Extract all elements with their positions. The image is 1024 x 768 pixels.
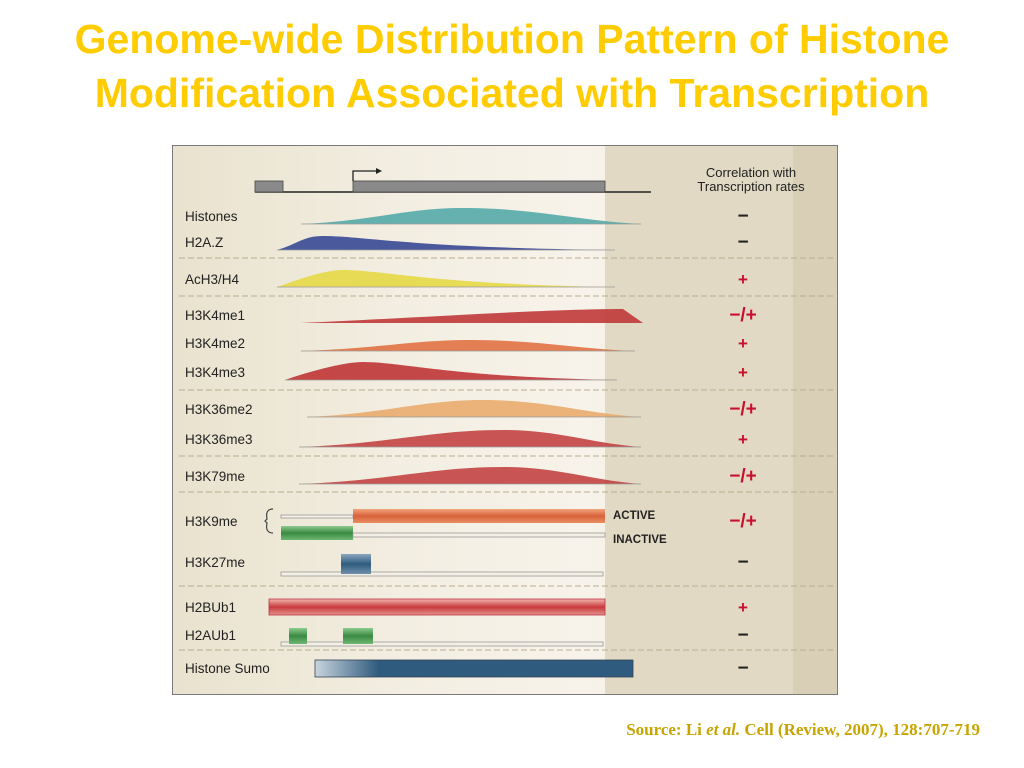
title-line-2: Modification Associated with Transcripti… bbox=[94, 70, 930, 116]
profile-h2bub1 bbox=[268, 598, 606, 616]
gene-model bbox=[254, 168, 651, 193]
h3k9me-active-line bbox=[280, 514, 354, 519]
profile-line-h3k27me bbox=[280, 571, 604, 577]
row-label-h3k4me1: H3K4me1 bbox=[185, 308, 245, 323]
correlation-h3k36me2: −/+ bbox=[729, 399, 756, 420]
row-label-histones: Histones bbox=[185, 209, 238, 224]
row-label-h3k4me3: H3K4me3 bbox=[185, 365, 245, 380]
correlation-ach3-h4: + bbox=[738, 270, 748, 289]
modification-rows: Histones − H2A.Z − AcH3/H4 + H3K4me1 −/+ H3K4me2… bbox=[185, 206, 757, 679]
correlation-header-line1: Correlation with bbox=[706, 165, 796, 180]
correlation-h3k79me: −/+ bbox=[729, 466, 756, 487]
profile-block-1-h2aub1 bbox=[289, 628, 307, 644]
correlation-h2aub1: − bbox=[737, 625, 748, 646]
profile-block-2-h2aub1 bbox=[343, 628, 373, 644]
row-label-h3k27me: H3K27me bbox=[185, 555, 245, 570]
profile-line-h2aub1 bbox=[280, 641, 604, 647]
correlation-h3k9me: −/+ bbox=[729, 511, 756, 532]
profile-h3k36me2 bbox=[307, 400, 641, 417]
row-label-h2aub1: H2AUb1 bbox=[185, 628, 236, 643]
h3k9me-active-bar bbox=[353, 509, 605, 523]
row-label-h3k36me3: H3K36me3 bbox=[185, 432, 253, 447]
profile-ach3-h4 bbox=[277, 270, 615, 287]
profile-histones bbox=[301, 208, 641, 224]
profile-histone-sumo bbox=[314, 659, 634, 678]
source-rest: Cell (Review, 2007), 128:707-719 bbox=[740, 720, 980, 739]
histone-figure: Correlation with Transcription rates His… bbox=[172, 145, 838, 695]
profile-h3k4me1 bbox=[301, 309, 643, 323]
bracket-h3k9me bbox=[264, 508, 274, 534]
profile-h2a-z bbox=[277, 236, 615, 250]
row-label-h3k9me: H3K9me bbox=[185, 514, 238, 529]
correlation-header-line2: Transcription rates bbox=[697, 179, 805, 194]
row-label-histone-sumo: Histone Sumo bbox=[185, 661, 270, 676]
state-label-inactive: INACTIVE bbox=[613, 534, 667, 546]
source-citation: Source: Li et al. Cell (Review, 2007), 1… bbox=[626, 720, 980, 740]
correlation-h3k4me2: + bbox=[738, 334, 748, 353]
correlation-histone-sumo: − bbox=[737, 658, 748, 679]
correlation-h3k36me3: + bbox=[738, 430, 748, 449]
source-et-al: et al. bbox=[706, 720, 741, 739]
correlation-histones: − bbox=[737, 206, 748, 227]
row-label-h2a-z: H2A.Z bbox=[185, 235, 223, 250]
profile-h3k79me bbox=[299, 467, 641, 484]
title-line-1: Genome-wide Distribution Pattern of Hist… bbox=[74, 16, 950, 62]
row-label-h3k79me: H3K79me bbox=[185, 469, 245, 484]
source-prefix: Source: Li bbox=[626, 720, 707, 739]
correlation-h3k27me: − bbox=[737, 552, 748, 573]
correlation-h3k4me1: −/+ bbox=[729, 305, 756, 326]
histone-diagram: Correlation with Transcription rates His… bbox=[173, 146, 837, 694]
row-label-h3k4me2: H3K4me2 bbox=[185, 336, 245, 351]
profile-h3k36me3 bbox=[299, 430, 641, 447]
state-label-active: ACTIVE bbox=[613, 510, 656, 522]
group-dividers bbox=[179, 257, 833, 651]
row-label-h3k36me2: H3K36me2 bbox=[185, 402, 253, 417]
correlation-h2bub1: + bbox=[738, 598, 748, 617]
profile-h3k4me3 bbox=[285, 362, 617, 380]
correlation-h3k4me3: + bbox=[738, 363, 748, 382]
h3k9me-inactive-bar bbox=[281, 526, 353, 540]
slide-title: Genome-wide Distribution Pattern of Hist… bbox=[0, 12, 1024, 120]
correlation-h2a-z: − bbox=[737, 232, 748, 253]
row-label-ach3-h4: AcH3/H4 bbox=[185, 272, 240, 287]
profile-h3k4me2 bbox=[301, 340, 635, 351]
h3k9me-inactive-line bbox=[352, 532, 606, 538]
tss-arrow-icon bbox=[352, 168, 382, 181]
row-label-h2bub1: H2BUb1 bbox=[185, 600, 236, 615]
right-edge-shade bbox=[793, 146, 837, 694]
profile-h3k27me bbox=[341, 554, 371, 574]
